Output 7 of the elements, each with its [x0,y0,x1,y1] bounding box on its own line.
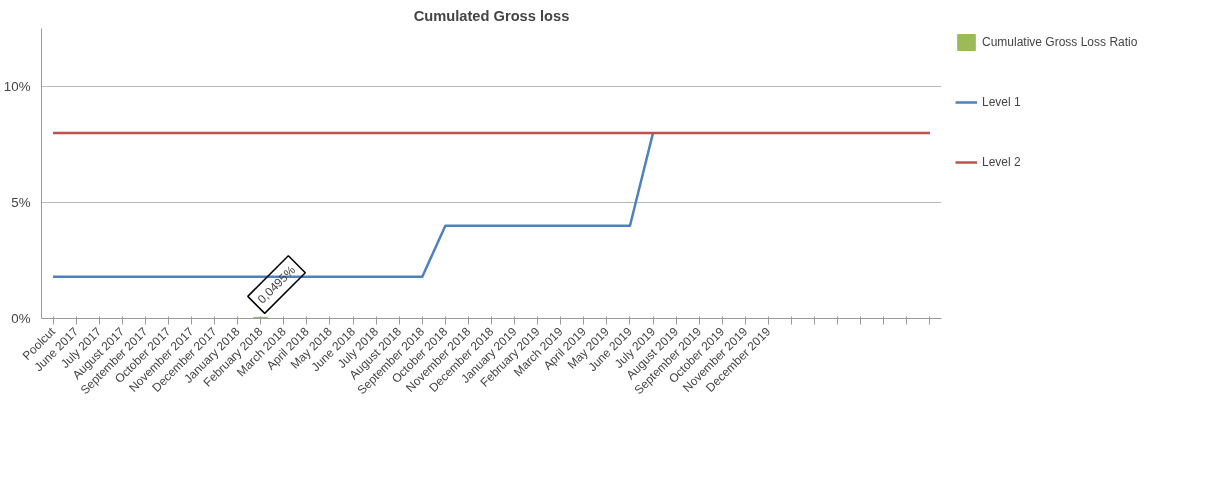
legend-label: Cumulative Gross Loss Ratio [982,35,1138,49]
y-tick-label: 10% [3,79,31,94]
legend-label: Level 2 [982,155,1021,169]
legend-label: Level 1 [982,95,1021,109]
y-tick-label: 0% [11,311,31,326]
chart-title: Cumulated Gross loss [413,7,570,24]
y-tick-label: 5% [11,195,31,210]
